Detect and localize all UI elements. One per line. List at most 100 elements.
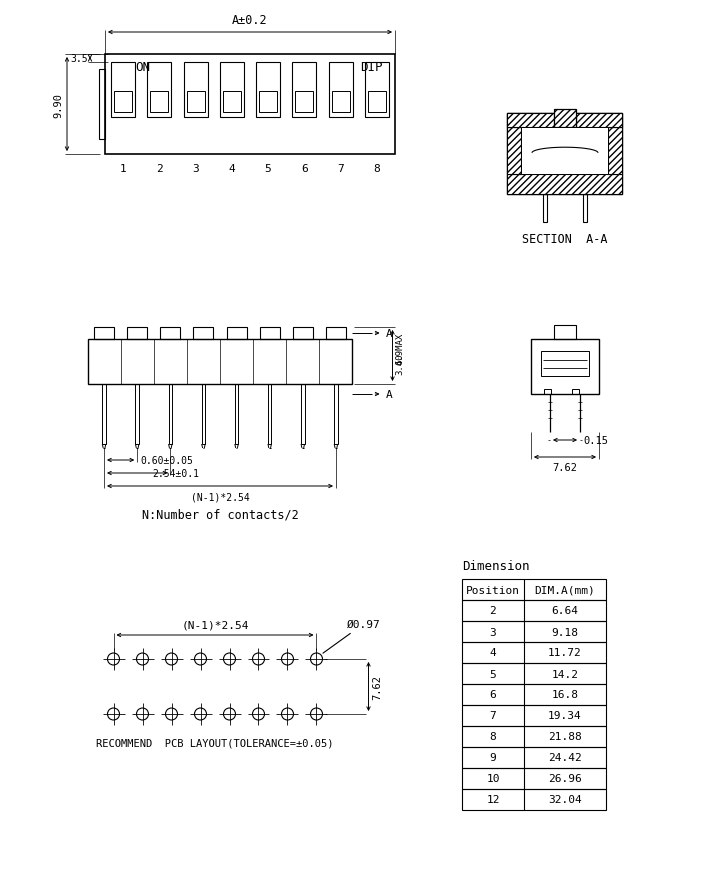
Text: 0.60±0.05: 0.60±0.05 [141,455,193,465]
Bar [365,63,389,118]
Text: 2: 2 [156,164,163,174]
Bar [462,789,606,810]
Bar [259,92,277,113]
Text: 6: 6 [301,164,308,174]
Text: 32.04: 32.04 [548,795,582,804]
Bar [296,92,313,113]
Text: 8: 8 [373,164,381,174]
Text: ON: ON [135,60,150,74]
Text: 3: 3 [192,164,199,174]
Bar [462,747,606,768]
Text: 2.54±0.1: 2.54±0.1 [152,469,199,478]
Bar [260,328,280,339]
Bar [169,385,172,445]
Bar [462,727,606,747]
Bar [462,642,606,664]
Text: Dimension: Dimension [462,559,530,572]
Bar [462,579,606,601]
Text: (N-1)*2.54: (N-1)*2.54 [181,620,248,630]
Bar [301,385,305,445]
Text: 9.18: 9.18 [551,626,578,637]
Bar [114,92,132,113]
Text: 2: 2 [490,606,496,616]
Text: 5: 5 [490,669,496,679]
Bar [462,684,606,705]
Bar [256,63,280,118]
Text: 9: 9 [490,752,496,763]
Bar [331,92,350,113]
Bar [102,385,106,445]
Text: 12: 12 [486,795,500,804]
Bar [186,92,205,113]
Text: 24.42: 24.42 [548,752,582,763]
Text: 11.72: 11.72 [548,648,582,657]
Bar [136,385,139,445]
Bar [201,385,205,445]
Text: 8: 8 [490,732,496,742]
Text: 14.2: 14.2 [551,669,578,679]
Bar [545,390,551,394]
Text: 7: 7 [490,711,496,720]
Bar [608,128,623,175]
Text: DIP: DIP [361,60,383,74]
Text: RECOMMEND  PCB LAYOUT(TOLERANCE=±0.05): RECOMMEND PCB LAYOUT(TOLERANCE=±0.05) [96,738,333,748]
Text: A: A [386,390,392,400]
Text: 9.90: 9.90 [53,92,63,117]
Bar [183,63,208,118]
Bar [583,195,587,222]
Text: 1: 1 [120,164,126,174]
Bar [88,339,353,385]
Bar [193,328,213,339]
Text: 3.5: 3.5 [71,54,88,64]
Text: 4: 4 [228,164,235,174]
Bar [226,328,246,339]
Text: 5: 5 [265,164,271,174]
Bar [293,328,313,339]
Bar [508,175,623,195]
Bar [326,328,346,339]
Text: A: A [386,329,392,338]
Bar [462,621,606,642]
Text: 6.9MAX: 6.9MAX [396,332,405,364]
Bar [328,63,353,118]
Bar [127,328,147,339]
Bar [531,339,599,394]
Bar [99,70,105,140]
Bar [508,114,623,195]
Bar [268,385,271,445]
Text: 6: 6 [490,689,496,700]
Bar [147,63,171,118]
Text: Position: Position [466,585,520,595]
Bar [334,385,338,445]
Text: DIM.A(mm): DIM.A(mm) [535,585,595,595]
Bar [462,768,606,789]
Text: 3: 3 [490,626,496,637]
Bar [576,114,623,128]
Text: 3.40: 3.40 [396,354,405,375]
Text: 10: 10 [486,773,500,783]
Text: Ø0.97: Ø0.97 [323,619,381,654]
Text: 26.96: 26.96 [548,773,582,783]
Text: A±0.2: A±0.2 [232,14,268,27]
Text: 21.88: 21.88 [548,732,582,742]
Text: 7.62: 7.62 [553,462,578,472]
Bar [161,328,181,339]
Bar [462,601,606,621]
Bar [292,63,316,118]
Bar [554,110,576,128]
Bar [223,92,241,113]
Text: 0.15: 0.15 [583,436,608,446]
Bar [105,55,395,155]
Text: 19.34: 19.34 [548,711,582,720]
Text: N:Number of contacts/2: N:Number of contacts/2 [141,509,298,522]
Bar [541,352,589,377]
Bar [508,128,521,175]
Bar [235,385,238,445]
Text: 7.62: 7.62 [373,674,383,699]
Bar [151,92,169,113]
Text: 16.8: 16.8 [551,689,578,700]
Text: 7: 7 [337,164,344,174]
Text: 6.64: 6.64 [551,606,578,616]
Bar [368,92,386,113]
Bar [576,114,623,128]
